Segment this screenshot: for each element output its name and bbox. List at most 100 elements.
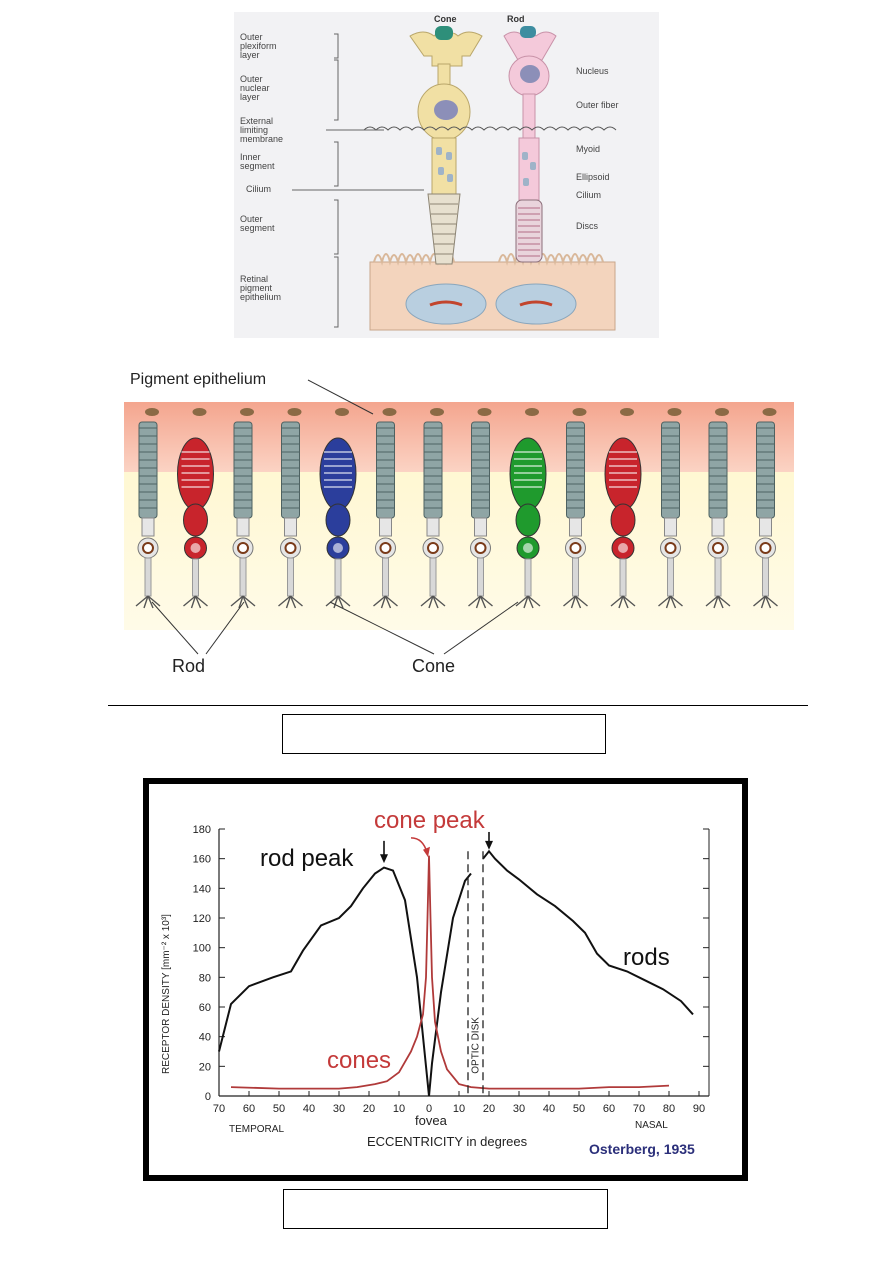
cone-cell	[604, 408, 642, 609]
label-rpe-3: epithelium	[240, 292, 281, 302]
label-inner-seg-1: Inner	[240, 152, 261, 162]
x-tick-label: 60	[603, 1103, 615, 1115]
label-elm-3: membrane	[240, 134, 283, 144]
label-cone: Cone	[412, 656, 455, 676]
label-pigment-epithelium: Pigment epithelium	[130, 371, 266, 388]
cone-cell	[319, 408, 357, 609]
photoreceptor-cells	[135, 408, 778, 609]
rod-cell	[658, 408, 683, 609]
rod-peak-arrowhead-nasal	[485, 840, 493, 850]
label-elm-2: limiting	[240, 125, 268, 135]
x-tick-label: 30	[333, 1103, 345, 1115]
x-tick-label: 10	[393, 1103, 405, 1115]
rod-cone-anatomy-svg: Cone Rod Outer plexiform layer Outer nuc…	[240, 14, 619, 331]
label-rpe-2: pigment	[240, 283, 273, 293]
horizontal-divider	[108, 705, 808, 706]
x-tick-label: 60	[243, 1103, 255, 1115]
label-outer-nuclear-2: nuclear	[240, 83, 270, 93]
x-tick-label: 30	[513, 1103, 525, 1115]
x-tick-label: 50	[573, 1103, 585, 1115]
annotation-optic-disk: OPTIC DISK	[471, 1017, 482, 1074]
label-outer-nuclear-1: Outer	[240, 74, 263, 84]
credit-osterberg: Osterberg, 1935	[589, 1141, 695, 1157]
label-outer-seg-2: segment	[240, 223, 275, 233]
y-tick-label: 100	[193, 943, 211, 955]
y-tick-label: 60	[199, 1002, 211, 1014]
label-cilium-right: Cilium	[576, 190, 601, 200]
x-tick-label: 80	[663, 1103, 675, 1115]
photoreceptor-row-svg: Pigment epithelium Rod Cone	[124, 371, 794, 676]
figure-caption-box-2	[283, 1189, 608, 1229]
label-outer-plexiform-3: layer	[240, 50, 260, 60]
chart-series	[218, 831, 694, 1097]
rod-cell	[278, 408, 303, 609]
rod-peak-arrowhead	[380, 854, 388, 864]
cone-cell	[177, 408, 214, 609]
rod-cell	[503, 26, 557, 263]
rod-cone-anatomy-figure: Cone Rod Outer plexiform layer Outer nuc…	[234, 12, 659, 338]
label-outer-nuclear-3: layer	[240, 92, 260, 102]
label-inner-seg-2: segment	[240, 161, 275, 171]
x-tick-label: 40	[303, 1103, 315, 1115]
series-line-rods	[482, 849, 694, 1016]
y-tick-label: 0	[205, 1091, 211, 1103]
cone-peak-arrowhead	[423, 846, 430, 858]
x-tick-label: 0	[426, 1103, 432, 1115]
x-axis-label: ECCENTRICITY in degrees	[367, 1134, 528, 1149]
y-tick-label: 180	[193, 824, 211, 836]
layer-brackets	[334, 33, 339, 328]
label-myoid: Myoid	[576, 144, 600, 154]
y-tick-label: 40	[199, 1032, 211, 1044]
label-fovea: fovea	[415, 1113, 448, 1128]
label-ellipsoid: Ellipsoid	[576, 172, 610, 182]
rod-cell	[373, 408, 398, 609]
rod-outer-segment	[515, 199, 543, 263]
annotation-cone-peak: cone peak	[374, 807, 486, 834]
y-tick-label: 120	[193, 913, 211, 925]
photoreceptor-row-figure: Pigment epithelium Rod Cone	[118, 340, 798, 700]
y-tick-labels: 0 20 40 60 80 100 120 140 160 180	[193, 824, 709, 1103]
label-outer-fiber: Outer fiber	[576, 100, 619, 110]
y-axis-label: RECEPTOR DENSITY [mm⁻² x 10³]	[161, 914, 172, 1074]
header-rod: Rod	[507, 14, 525, 24]
rod-cell	[135, 408, 161, 609]
label-temporal: TEMPORAL	[229, 1124, 284, 1135]
y-tick-label: 140	[193, 883, 211, 895]
rpe-processes	[373, 253, 604, 266]
x-tick-labels: 70 60 50 40 30 20 10 0 10 20 30 40 50 60 70 80 90	[213, 1091, 705, 1115]
x-tick-label: 20	[363, 1103, 375, 1115]
rod-cell	[468, 408, 493, 609]
cone-cell	[509, 408, 547, 609]
x-tick-label: 20	[483, 1103, 495, 1115]
label-rod: Rod	[172, 656, 205, 676]
rpe-nucleus-left	[405, 283, 487, 325]
external-limiting-membrane-line	[363, 126, 617, 131]
label-nucleus: Nucleus	[576, 66, 609, 76]
label-cilium-left: Cilium	[246, 184, 271, 194]
label-outer-plexiform-2: plexiform	[240, 41, 277, 51]
cone-synapse	[435, 26, 453, 40]
x-tick-label: 50	[273, 1103, 285, 1115]
rod-cell	[230, 408, 256, 609]
series-line-cones	[230, 855, 670, 1090]
figure-caption-box-1	[282, 714, 606, 754]
cone-nucleus	[434, 100, 458, 120]
rod-nucleus	[520, 65, 540, 83]
rod-synapse	[520, 26, 536, 38]
rpe-nucleus-right	[495, 283, 577, 325]
rod-cell	[420, 408, 446, 609]
x-tick-label: 90	[693, 1103, 705, 1115]
cone-cell	[409, 26, 483, 265]
x-tick-label: 10	[453, 1103, 465, 1115]
x-tick-label: 70	[213, 1103, 225, 1115]
rod-cell	[753, 408, 778, 609]
x-tick-label: 40	[543, 1103, 555, 1115]
label-outer-seg-1: Outer	[240, 214, 263, 224]
header-cone: Cone	[434, 14, 457, 24]
rod-cell	[563, 408, 588, 609]
annotation-rod-peak: rod peak	[260, 845, 354, 872]
rpe-block	[369, 261, 616, 331]
y-tick-label: 160	[193, 854, 211, 866]
label-nasal: NASAL	[635, 1120, 668, 1131]
